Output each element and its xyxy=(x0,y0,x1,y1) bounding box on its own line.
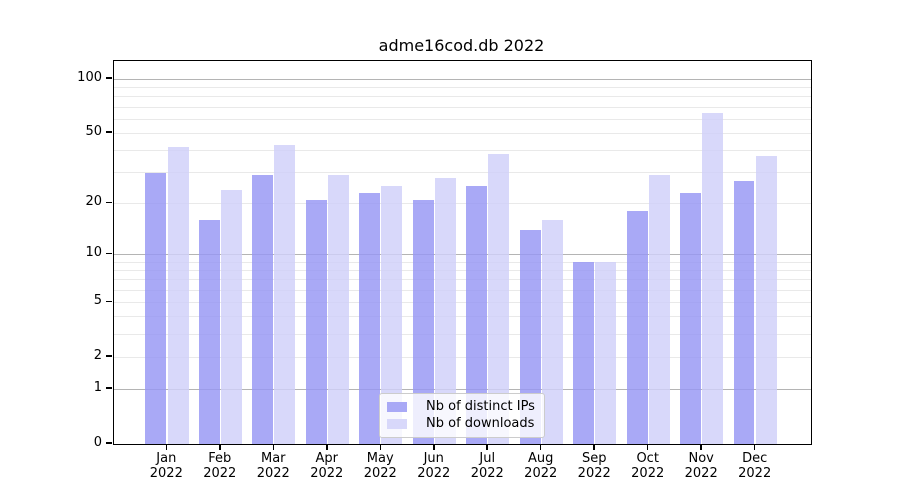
gridline-major xyxy=(114,388,811,390)
bar-distinct-ips xyxy=(626,211,648,444)
chart-title: adme16cod.db 2022 xyxy=(378,36,545,55)
x-tick-label: Feb 2022 xyxy=(203,451,237,481)
legend-item-distinct-ips: Nb of distinct IPs xyxy=(387,399,544,416)
bar-distinct-ips xyxy=(305,199,327,444)
bar-downloads xyxy=(167,146,189,444)
bar-distinct-ips xyxy=(733,180,755,444)
y-tick-label: 5 xyxy=(93,293,102,309)
y-tick xyxy=(106,77,112,79)
x-tick-label: Jun 2022 xyxy=(417,451,451,481)
y-tick-label: 2 xyxy=(93,348,102,364)
y-tick-label: 10 xyxy=(85,245,102,261)
x-tick-label: Oct 2022 xyxy=(631,451,665,481)
x-tick xyxy=(646,444,649,450)
legend-item-downloads: Nb of downloads xyxy=(387,416,544,433)
y-tick-label: 0 xyxy=(93,435,102,450)
y-tick xyxy=(106,300,112,303)
x-tick xyxy=(272,444,275,450)
gridline-major xyxy=(114,253,811,255)
legend-swatch-downloads xyxy=(387,418,407,429)
legend-label-downloads: Nb of downloads xyxy=(426,415,535,431)
bar-downloads xyxy=(755,156,777,444)
y-tick xyxy=(106,442,112,444)
gridline-minor xyxy=(114,172,811,174)
y-tick-label: 100 xyxy=(77,70,102,86)
x-tick xyxy=(486,444,488,450)
gridline-minor xyxy=(114,289,811,291)
x-tick-label: Sep 2022 xyxy=(577,451,611,481)
x-tick-label: Nov 2022 xyxy=(684,451,718,481)
x-tick xyxy=(700,444,702,450)
legend-label-distinct-ips: Nb of distinct IPs xyxy=(426,399,535,415)
x-tick-label: Dec 2022 xyxy=(738,451,772,481)
x-tick xyxy=(379,444,381,450)
gridline-minor xyxy=(114,118,811,120)
gridline-minor xyxy=(114,301,811,303)
legend-swatch-distinct-ips xyxy=(387,402,407,413)
x-tick-label: Aug 2022 xyxy=(524,451,558,481)
gridline-minor xyxy=(114,279,811,281)
y-tick xyxy=(106,252,112,255)
x-tick xyxy=(593,444,595,450)
y-tick-label: 1 xyxy=(93,380,102,396)
bar-distinct-ips xyxy=(198,220,220,444)
bar-downloads xyxy=(381,186,403,444)
bar-downloads xyxy=(488,154,510,444)
bar-distinct-ips xyxy=(466,186,488,444)
bar-distinct-ips xyxy=(573,262,595,444)
x-tick xyxy=(753,444,756,450)
x-tick xyxy=(433,444,435,450)
gridline-major xyxy=(114,78,811,80)
bar-distinct-ips xyxy=(680,192,701,444)
gridline-minor xyxy=(114,333,811,335)
bar-downloads xyxy=(434,177,456,444)
bar-downloads xyxy=(220,189,242,444)
gridline-minor xyxy=(114,269,811,271)
x-tick xyxy=(219,444,221,450)
y-tick xyxy=(106,387,112,389)
bar-distinct-ips xyxy=(412,199,434,444)
bar-distinct-ips xyxy=(252,175,274,444)
gridline-minor xyxy=(114,202,811,204)
x-tick-label: Jan 2022 xyxy=(149,451,183,481)
x-tick xyxy=(165,444,168,450)
bar-distinct-ips xyxy=(359,192,381,444)
x-tick-label: Apr 2022 xyxy=(310,451,344,481)
x-tick-label: Jul 2022 xyxy=(470,451,504,481)
y-tick xyxy=(106,355,112,357)
gridline-minor xyxy=(114,261,811,263)
plot-area xyxy=(113,60,812,445)
y-tick-label: 50 xyxy=(85,124,102,140)
gridline-minor xyxy=(114,316,811,318)
bar-downloads xyxy=(595,262,617,444)
gridline-minor xyxy=(114,132,811,134)
y-tick xyxy=(106,131,112,133)
legend: Nb of distinct IPs Nb of downloads xyxy=(379,393,545,438)
x-tick-label: May 2022 xyxy=(363,451,397,481)
y-tick-label: 20 xyxy=(85,194,102,210)
bar-downloads xyxy=(274,144,296,444)
gridline-minor xyxy=(114,149,811,151)
gridline-minor xyxy=(114,86,811,88)
bar-downloads xyxy=(702,112,724,444)
y-tick xyxy=(106,201,112,204)
x-tick xyxy=(326,444,328,450)
bar-downloads xyxy=(648,175,670,444)
bar-downloads xyxy=(541,220,563,444)
x-tick xyxy=(539,444,542,450)
bar-downloads xyxy=(327,175,349,444)
gridline-minor xyxy=(114,106,811,108)
bar-distinct-ips xyxy=(145,172,167,444)
x-tick-label: Mar 2022 xyxy=(256,451,290,481)
bar-distinct-ips xyxy=(519,229,541,444)
gridline-minor xyxy=(114,96,811,98)
gridline-minor xyxy=(114,356,811,358)
